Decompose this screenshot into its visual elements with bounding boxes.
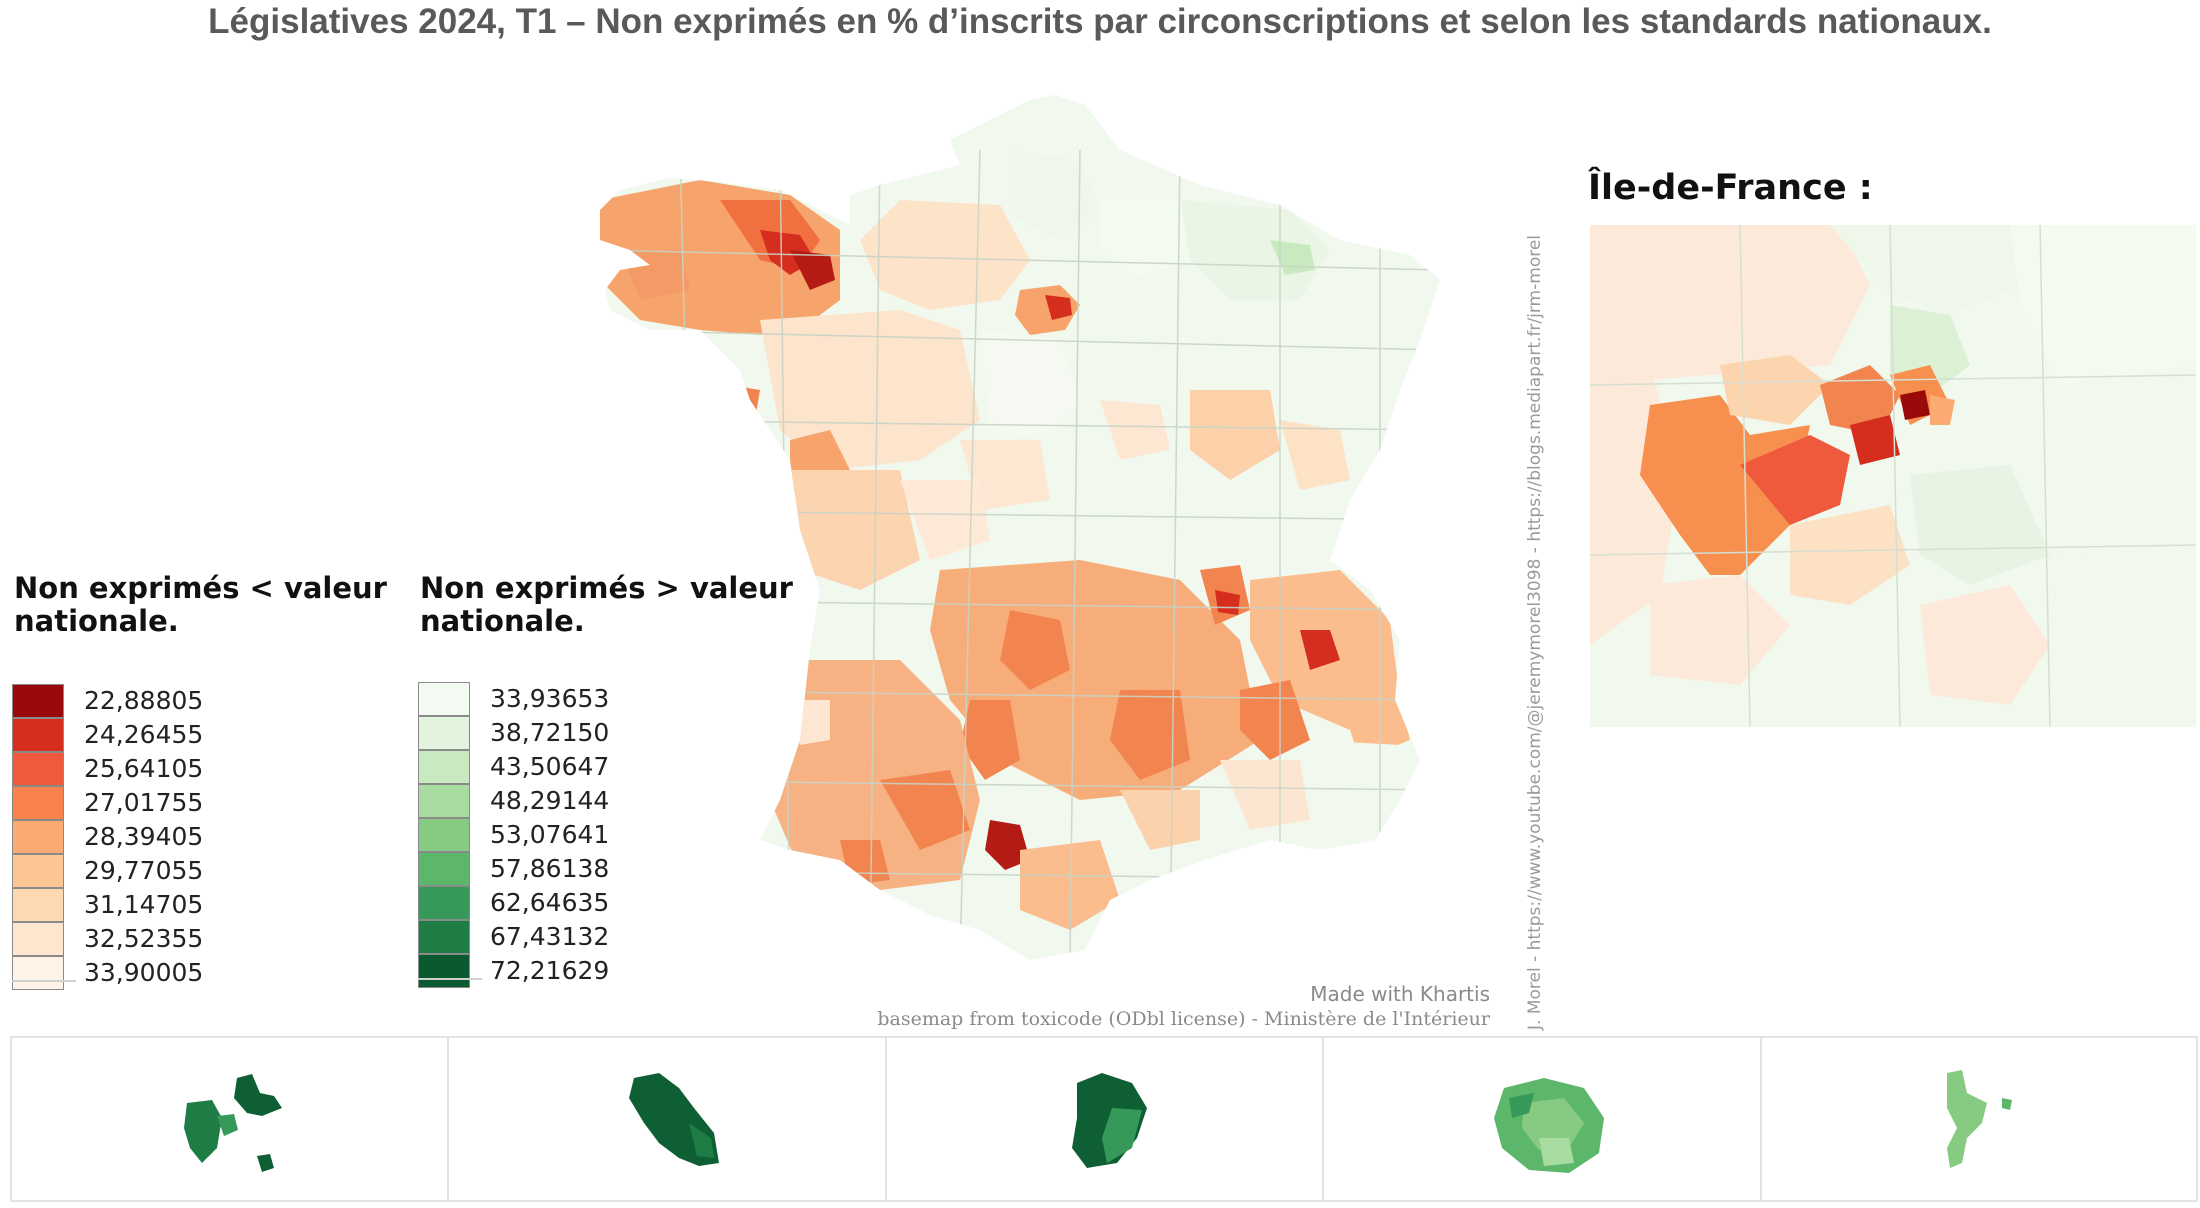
legend-below-swatch — [12, 718, 64, 752]
legend-below-swatch — [12, 888, 64, 922]
legend-below-underline — [12, 980, 76, 982]
legend-below-label: 33,90005 — [84, 958, 204, 987]
legend-above-label: 33,93653 — [490, 684, 610, 713]
legend-above-swatch — [418, 886, 470, 920]
legend-above-swatch — [418, 920, 470, 954]
legend-below-label: 31,14705 — [84, 890, 204, 919]
legend-above-swatch — [418, 716, 470, 750]
legend-below-label: 32,52355 — [84, 924, 204, 953]
legend-above-label: 72,21629 — [490, 956, 610, 985]
legend-above-scale: 33,93653 38,72150 43,50647 48,29144 53,0… — [418, 682, 638, 992]
legend-below-label: 28,39405 — [84, 822, 204, 851]
overseas-cell-guyane — [887, 1038, 1324, 1200]
legend-above-label: 67,43132 — [490, 922, 610, 951]
legend-below-heading-line1: Non exprimés < valeur — [14, 571, 387, 605]
guadeloupe-map — [184, 1074, 282, 1172]
ile-de-france-inset-map — [1590, 225, 2196, 727]
martinique-map — [629, 1073, 719, 1166]
overseas-cell-martinique — [449, 1038, 887, 1200]
legend-above-swatch — [418, 852, 470, 886]
overseas-cell-reunion — [1324, 1038, 1762, 1200]
legend-below-label: 22,88805 — [84, 686, 204, 715]
legend-below-swatch — [12, 922, 64, 956]
overseas-cell-mayotte — [1762, 1038, 2196, 1200]
legend-below-label: 25,64105 — [84, 754, 204, 783]
legend-above-swatch — [418, 784, 470, 818]
legend-below-heading: Non exprimés < valeur nationale. — [14, 572, 387, 638]
legend-above-label: 62,64635 — [490, 888, 610, 917]
legend-above-label: 38,72150 — [490, 718, 610, 747]
legend-above-label: 57,86138 — [490, 854, 610, 883]
legend-above-swatch — [418, 818, 470, 852]
legend-below-swatch — [12, 854, 64, 888]
mayotte-map — [1947, 1070, 2012, 1168]
basemap-credit: basemap from toxicode (ODbl license) - M… — [877, 1008, 1490, 1030]
legend-below-swatch — [12, 786, 64, 820]
legend-above-underline — [418, 978, 482, 980]
inset-title: Île-de-France : — [1588, 168, 1873, 208]
legend-below-scale: 22,88805 24,26455 25,64105 27,01755 28,3… — [12, 684, 232, 994]
legend-below-swatch — [12, 820, 64, 854]
legend-below-label: 24,26455 — [84, 720, 204, 749]
map-title: Législatives 2024, T1 – Non exprimés en … — [208, 2, 1992, 41]
made-with-credit: Made with Khartis — [1310, 982, 1490, 1006]
legend-above-swatch — [418, 954, 470, 988]
legend-below-label: 29,77055 — [84, 856, 204, 885]
reunion-map — [1494, 1078, 1604, 1173]
legend-above-heading-line1: Non exprimés > valeur — [420, 571, 793, 605]
legend-below-swatch — [12, 684, 64, 718]
legend-below-swatch — [12, 752, 64, 786]
legend-above-swatch — [418, 682, 470, 716]
legend-above-label: 48,29144 — [490, 786, 610, 815]
legend-above-label: 53,07641 — [490, 820, 610, 849]
legend-above-swatch — [418, 750, 470, 784]
legend-above-label: 43,50647 — [490, 752, 610, 781]
legend-below-swatch — [12, 956, 64, 990]
legend-below-label: 27,01755 — [84, 788, 204, 817]
legend-above-heading: Non exprimés > valeur nationale. — [420, 572, 793, 638]
legend-below-heading-line2: nationale. — [14, 604, 179, 638]
france-map — [600, 95, 1440, 960]
guyane-map — [1072, 1073, 1147, 1168]
legend-above-heading-line2: nationale. — [420, 604, 585, 638]
author-credit: J. Morel - https://www.youtube.com/@jere… — [1525, 234, 1545, 1030]
overseas-territories-strip — [10, 1036, 2198, 1202]
overseas-cell-guadeloupe — [12, 1038, 449, 1200]
